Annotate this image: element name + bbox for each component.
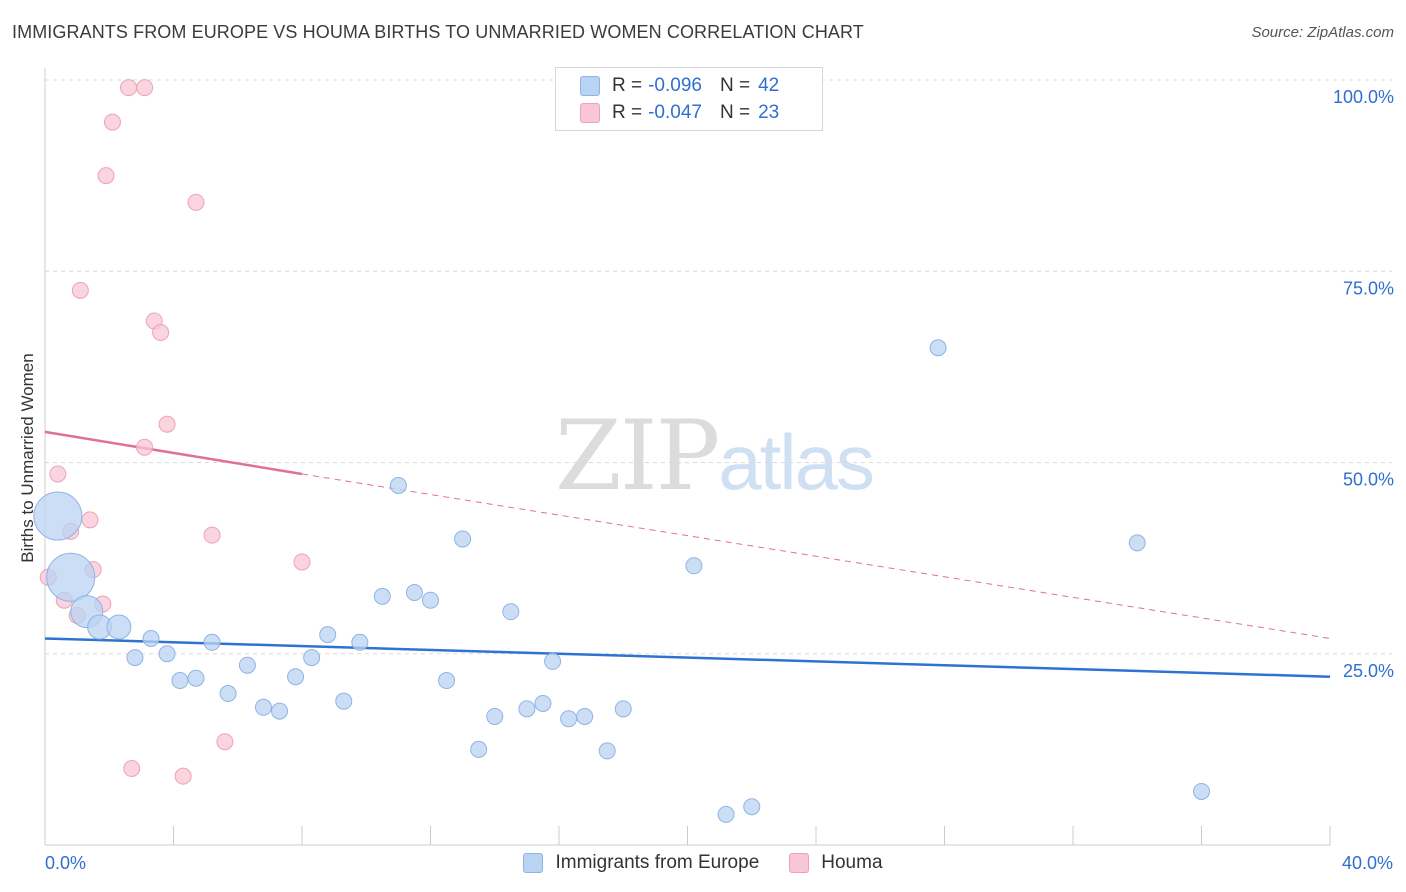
tick-labels: 25.0% 50.0% 75.0% 100.0% 0.0% 40.0% bbox=[45, 87, 1394, 873]
chart-title: IMMIGRANTS FROM EUROPE VS HOUMA BIRTHS T… bbox=[12, 22, 864, 42]
europe-point bbox=[717, 805, 735, 823]
europe-point bbox=[438, 672, 456, 690]
houma-point bbox=[152, 323, 170, 341]
watermark-zip: ZIP bbox=[555, 400, 720, 512]
europe-point bbox=[203, 633, 221, 651]
houma-trendline-dashed bbox=[301, 473, 1331, 639]
legend-row-houma: R = -0.047 N = 23 bbox=[580, 101, 779, 125]
n-value: 23 bbox=[758, 102, 780, 123]
houma-point bbox=[81, 511, 99, 529]
europe-point bbox=[576, 707, 594, 725]
y-tick-label: 50.0% bbox=[1343, 470, 1394, 490]
houma-point bbox=[174, 767, 192, 785]
europe-point bbox=[598, 742, 616, 760]
axes bbox=[44, 68, 1331, 846]
europe-point bbox=[126, 649, 144, 667]
europe-point bbox=[373, 587, 391, 605]
europe-point bbox=[534, 694, 552, 712]
legend-item-europe: Immigrants from Europe bbox=[523, 852, 759, 874]
n-label: N = bbox=[719, 102, 751, 123]
grid-lines bbox=[45, 79, 1392, 655]
trend-lines bbox=[44, 430, 1331, 678]
legend-label: Houma bbox=[821, 852, 883, 873]
houma-point bbox=[293, 553, 311, 571]
y-tick-label: 75.0% bbox=[1343, 278, 1394, 298]
europe-point bbox=[335, 692, 353, 710]
europe-point bbox=[187, 669, 205, 687]
europe-point bbox=[219, 685, 237, 703]
europe-point bbox=[33, 491, 83, 541]
houma-swatch bbox=[580, 103, 600, 123]
europe-point bbox=[685, 557, 703, 575]
houma-point bbox=[136, 79, 154, 97]
houma-point bbox=[216, 733, 234, 751]
europe-swatch bbox=[580, 76, 600, 96]
houma-trendline bbox=[44, 430, 303, 476]
x-tick-label: 40.0% bbox=[1342, 853, 1393, 873]
houma-point bbox=[120, 79, 138, 97]
r-value: -0.096 bbox=[648, 75, 702, 96]
europe-points bbox=[33, 339, 1210, 823]
houma-point bbox=[203, 526, 221, 544]
europe-point bbox=[486, 707, 504, 725]
houma-point bbox=[97, 167, 115, 185]
n-value: 42 bbox=[758, 75, 780, 96]
europe-point bbox=[158, 645, 176, 663]
europe-point bbox=[271, 702, 289, 720]
r-label: R = bbox=[612, 75, 643, 96]
europe-point bbox=[470, 740, 488, 758]
europe-point bbox=[1193, 782, 1210, 800]
houma-point bbox=[103, 113, 121, 131]
europe-point bbox=[518, 700, 536, 718]
europe-point bbox=[422, 591, 439, 609]
europe-point bbox=[287, 668, 305, 686]
houma-point bbox=[49, 465, 67, 483]
europe-point bbox=[319, 626, 337, 644]
y-tick-label: 100.0% bbox=[1333, 87, 1394, 107]
europe-point bbox=[46, 552, 96, 602]
source-label: Source: ZipAtlas.com bbox=[1251, 24, 1394, 41]
houma-point bbox=[187, 193, 205, 211]
y-tick-label: 25.0% bbox=[1343, 661, 1394, 681]
houma-point bbox=[158, 415, 176, 433]
correlation-legend: R = -0.096 N = 42 R = -0.047 N = 23 bbox=[555, 67, 823, 131]
europe-point bbox=[614, 700, 632, 718]
series-legend: Immigrants from Europe Houma bbox=[0, 852, 1406, 874]
n-label: N = bbox=[719, 75, 751, 96]
europe-point bbox=[142, 629, 160, 647]
europe-point bbox=[238, 656, 256, 674]
europe-point bbox=[351, 633, 369, 651]
europe-trendline bbox=[44, 637, 1331, 678]
europe-point bbox=[454, 530, 472, 548]
houma-point bbox=[71, 281, 89, 299]
europe-point bbox=[389, 476, 407, 494]
europe-point bbox=[929, 339, 947, 357]
legend-item-houma: Houma bbox=[789, 852, 883, 874]
houma-swatch bbox=[789, 853, 810, 873]
europe-point bbox=[106, 614, 132, 640]
europe-point bbox=[544, 652, 562, 670]
europe-point bbox=[405, 584, 423, 602]
europe-point bbox=[502, 603, 520, 621]
legend-label: Immigrants from Europe bbox=[555, 852, 760, 873]
legend-row-europe: R = -0.096 N = 42 bbox=[580, 74, 779, 98]
europe-point bbox=[743, 798, 761, 816]
houma-point bbox=[136, 438, 154, 456]
r-value: -0.047 bbox=[648, 102, 702, 123]
europe-point bbox=[1128, 534, 1146, 552]
europe-point bbox=[303, 649, 321, 667]
europe-point bbox=[254, 698, 272, 716]
europe-swatch bbox=[523, 853, 544, 873]
houma-point bbox=[123, 760, 141, 777]
europe-point bbox=[171, 672, 189, 690]
r-label: R = bbox=[612, 102, 643, 123]
y-axis-label: Births to Unmarried Women bbox=[18, 353, 37, 563]
europe-point bbox=[560, 710, 578, 728]
x-tick-label: 0.0% bbox=[45, 853, 86, 873]
